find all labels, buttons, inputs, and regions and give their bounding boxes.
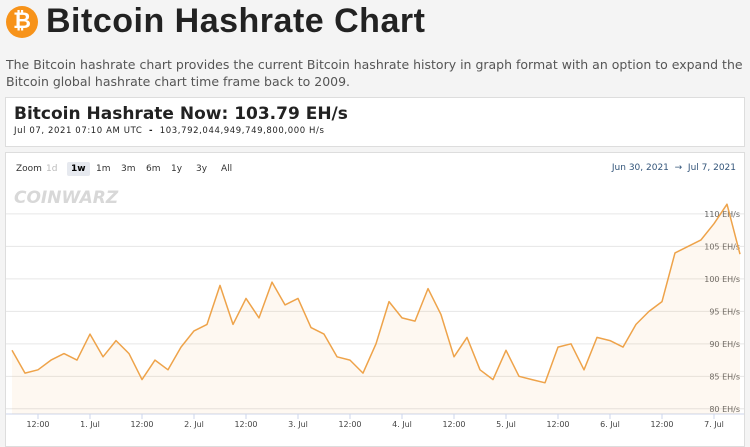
area bbox=[12, 204, 740, 414]
x-tick-label: 12:00 bbox=[26, 420, 49, 429]
raw-hashrate: 103,792,044,949,749,800,000 H/s bbox=[159, 126, 325, 136]
current-hashrate: Bitcoin Hashrate Now: 103.79 EH/s bbox=[14, 104, 348, 124]
x-tick-label: 12:00 bbox=[546, 420, 569, 429]
x-tick-label: 3. Jul bbox=[288, 420, 308, 429]
bitcoin-icon: ₿ bbox=[6, 6, 38, 38]
description: The Bitcoin hashrate chart provides the … bbox=[6, 57, 743, 89]
timestamp: Jul 07, 2021 07:10 AM UTC bbox=[14, 126, 143, 136]
y-tick-label: 80 EH/s bbox=[709, 405, 740, 414]
y-tick-label: 95 EH/s bbox=[709, 307, 740, 316]
x-tick-label: 12:00 bbox=[442, 420, 465, 429]
y-tick-label: 90 EH/s bbox=[709, 340, 740, 349]
zoom-button[interactable]: 1w bbox=[67, 162, 90, 176]
y-tick-label: 110 EH/s bbox=[704, 210, 740, 219]
line bbox=[11, 203, 741, 384]
zoom-button[interactable]: 6m bbox=[146, 164, 161, 174]
y-tick-label: 105 EH/s bbox=[704, 242, 740, 251]
x-tick-label: 2. Jul bbox=[184, 420, 204, 429]
date-range: Jun 30, 2021 → Jul 7, 2021 bbox=[612, 163, 736, 173]
x-tick-label: 4. Jul bbox=[392, 420, 412, 429]
x-tick-label: 12:00 bbox=[234, 420, 257, 429]
range-arrow: → bbox=[674, 163, 683, 173]
separator: - bbox=[149, 126, 154, 136]
range-from[interactable]: Jun 30, 2021 bbox=[611, 163, 669, 173]
x-tick-label: 5. Jul bbox=[496, 420, 516, 429]
zoom-label: Zoom bbox=[16, 164, 42, 174]
zoom-button[interactable]: 3y bbox=[196, 164, 208, 174]
zoom-button[interactable]: 1d bbox=[46, 164, 58, 174]
zoom-button[interactable]: All bbox=[221, 164, 233, 174]
chart: COINWARZ 80 EH/s 85 EH/s 90 EH/s 95 EH/s 100… bbox=[6, 188, 744, 429]
zoom-button[interactable]: 3m bbox=[121, 164, 136, 174]
zoom-button[interactable]: 1y bbox=[171, 164, 183, 174]
page-title: Bitcoin Hashrate Chart bbox=[46, 2, 426, 40]
y-tick-label: 100 EH/s bbox=[704, 275, 740, 284]
x-tick-label: 7. Jul bbox=[704, 420, 724, 429]
x-tick-label: 12:00 bbox=[650, 420, 673, 429]
x-tick-label: 12:00 bbox=[338, 420, 361, 429]
range-to[interactable]: Jul 7, 2021 bbox=[687, 163, 736, 173]
current-details: Jul 07, 2021 07:10 AM UTC - 103,792,044,… bbox=[14, 126, 325, 136]
chart-panel: Zoom 1d 1w 1m 3m 6m 1y 3y All Jun 30, 2021 → Ju… bbox=[5, 152, 745, 447]
x-tick-label: 12:00 bbox=[130, 420, 153, 429]
watermark: COINWARZ bbox=[14, 188, 119, 208]
x-tick-label: 1. Jul bbox=[80, 420, 100, 429]
current-card: Bitcoin Hashrate Now: 103.79 EH/s Jul 07… bbox=[5, 97, 745, 147]
y-tick-label: 85 EH/s bbox=[709, 372, 740, 381]
zoom-button[interactable]: 1m bbox=[96, 164, 111, 174]
x-tick-label: 6. Jul bbox=[600, 420, 620, 429]
